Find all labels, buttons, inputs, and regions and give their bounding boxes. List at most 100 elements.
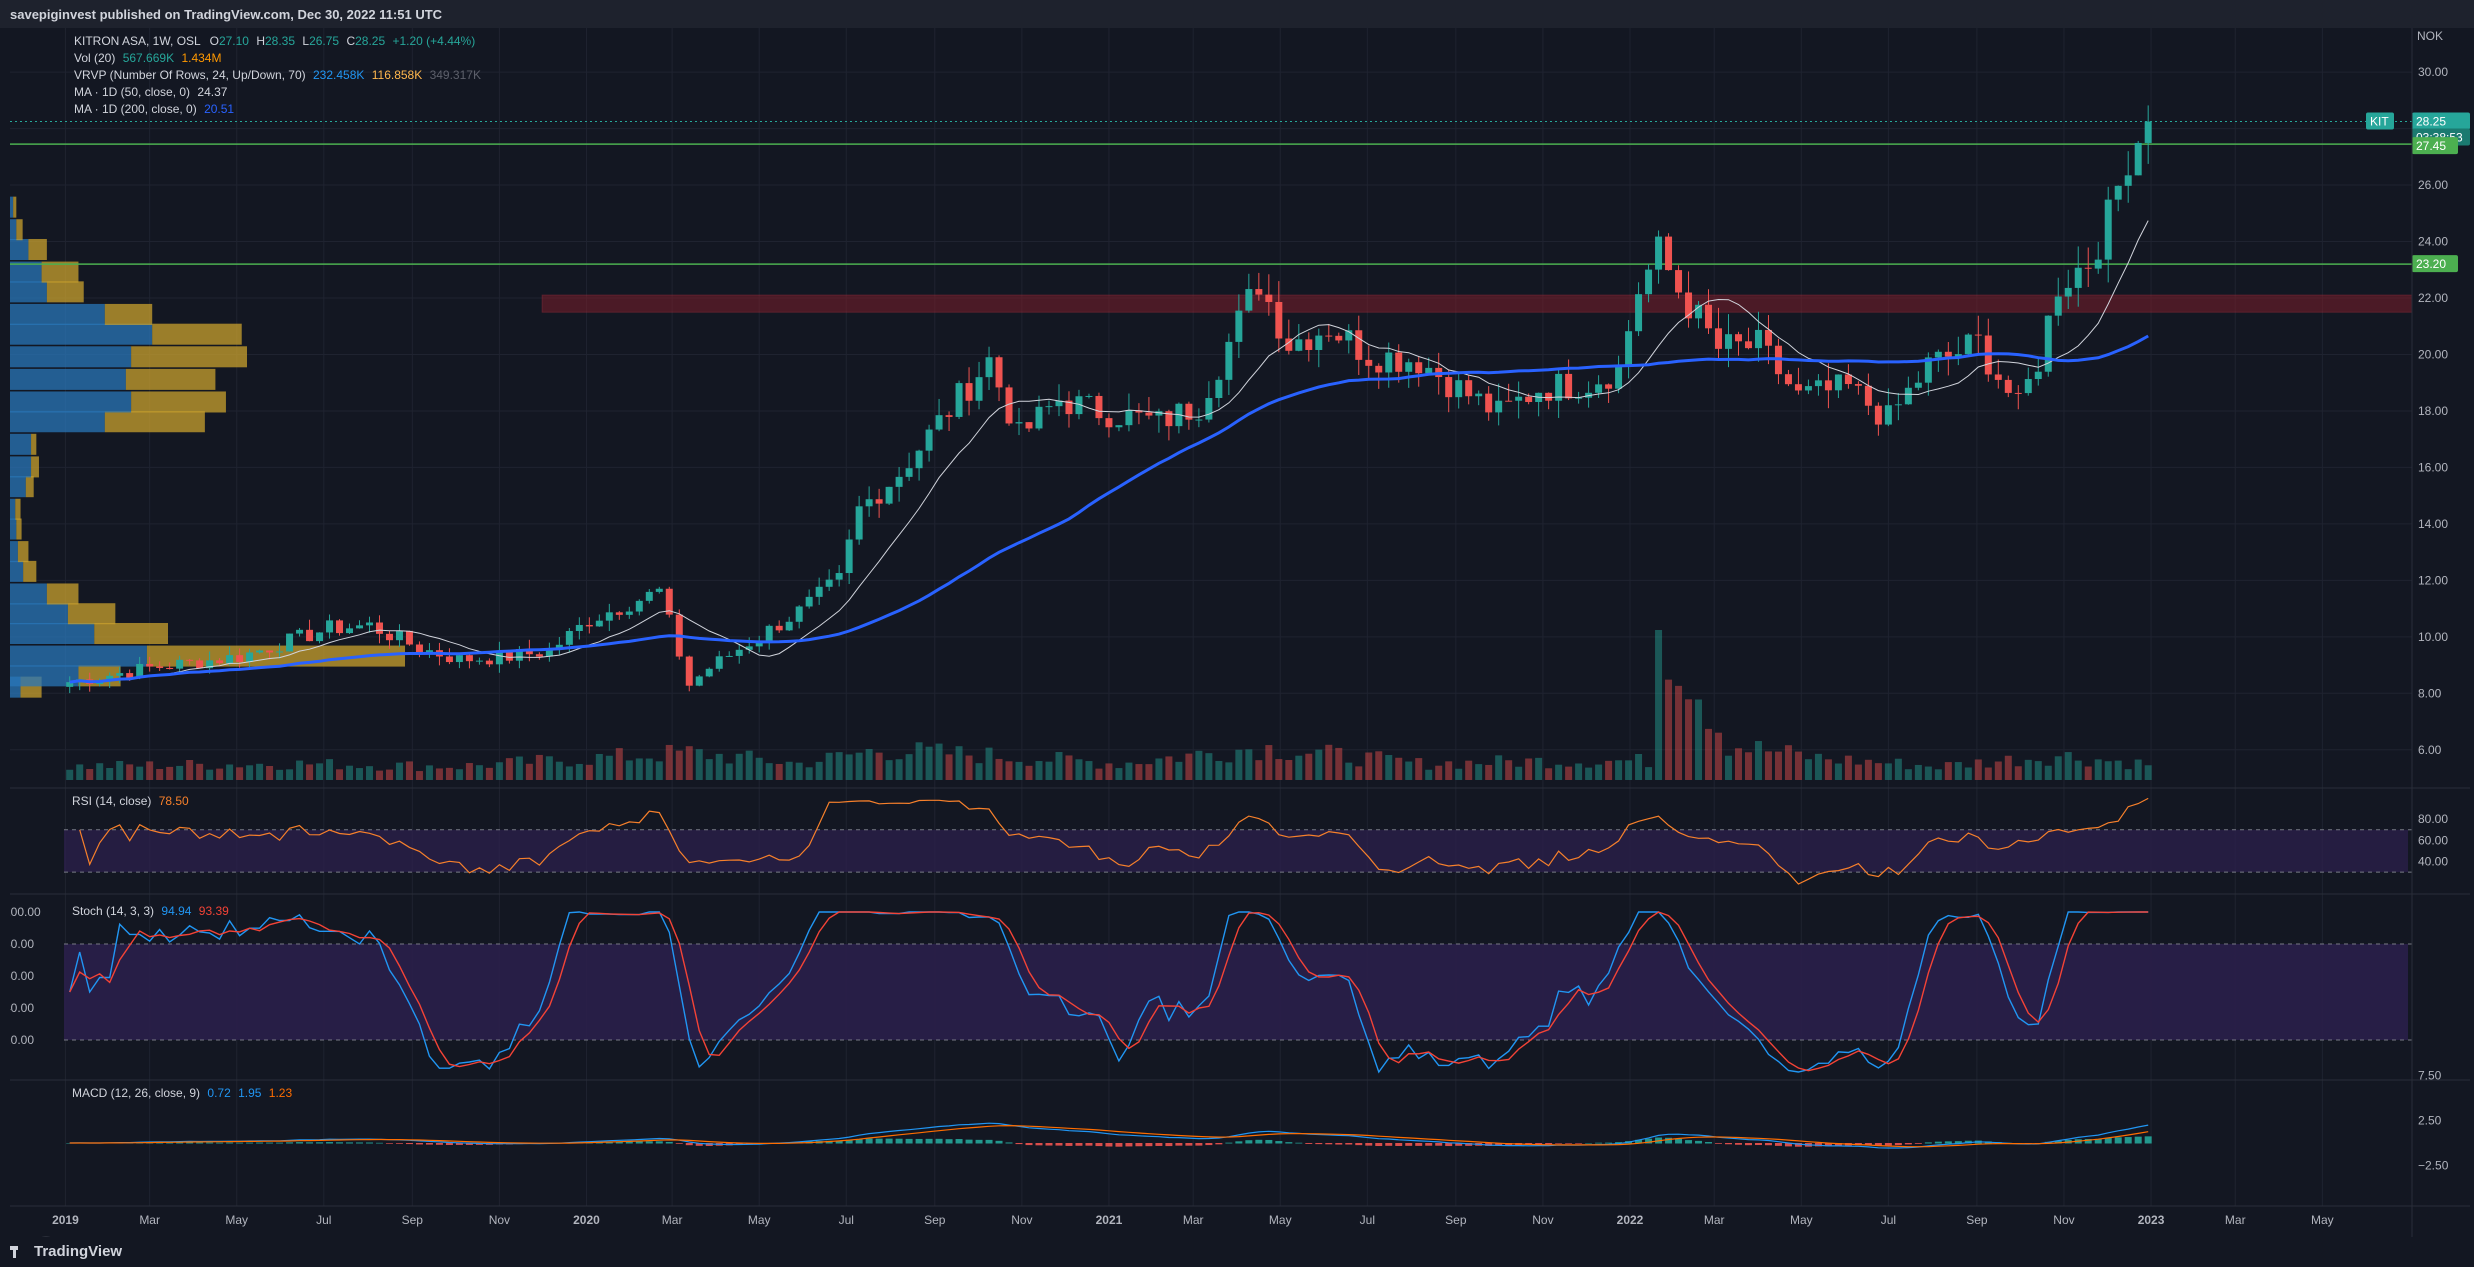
candle-body[interactable] [1914,382,1922,388]
resistance-zone[interactable] [541,294,2413,313]
chart-canvas[interactable]: NOK30.0028.0026.0024.0022.0020.0018.0016… [4,28,2470,1237]
candle-body[interactable] [815,586,823,597]
rsi-line[interactable] [79,797,2149,885]
candle-body[interactable] [1185,403,1193,420]
candle-body[interactable] [1615,365,1623,389]
candle-body[interactable] [635,600,643,612]
candle-body[interactable] [1665,236,1673,271]
candle-body[interactable] [216,660,224,664]
candle-body[interactable] [226,655,234,664]
candle-body[interactable] [555,644,563,650]
candle-body[interactable] [565,631,573,645]
candle-body[interactable] [1814,380,1822,387]
candle-body[interactable] [296,629,304,634]
candle-body[interactable] [1365,359,1373,366]
candle-body[interactable] [1465,380,1473,397]
candle-body[interactable] [1555,373,1563,401]
candle-body[interactable] [645,591,653,601]
ma50-legend[interactable]: MA · 1D (50, close, 0) 24.37 [74,85,227,99]
candle-body[interactable] [1635,294,1643,332]
candle-body[interactable] [1515,396,1523,401]
candle-body[interactable] [1065,400,1073,415]
candle-body[interactable] [126,673,134,678]
candle-body[interactable] [825,579,833,587]
candle-body[interactable] [156,666,164,668]
candle-body[interactable] [765,625,773,641]
candle-body[interactable] [495,650,503,665]
candle-body[interactable] [395,630,403,641]
candle-body[interactable] [1285,338,1293,351]
candle-body[interactable] [1005,387,1013,424]
candle-body[interactable] [545,649,553,657]
macd-signal-line[interactable] [69,1124,2149,1148]
candle-body[interactable] [2104,199,2112,260]
vrvp-legend[interactable]: VRVP (Number Of Rows, 24, Up/Down, 70) 2… [74,68,481,82]
candle-body[interactable] [2074,267,2082,288]
candle-body[interactable] [106,675,114,681]
candle-body[interactable] [1335,335,1343,341]
candle-body[interactable] [2004,379,2012,393]
candle-body[interactable] [1715,328,1723,349]
candle-body[interactable] [246,652,254,662]
candle-body[interactable] [1545,392,1553,401]
candle-body[interactable] [166,667,174,669]
ma200-legend[interactable]: MA · 1D (200, close, 0) 20.51 [74,102,234,116]
candle-body[interactable] [1595,384,1603,393]
candle-body[interactable] [575,624,583,632]
candle-body[interactable] [775,625,783,631]
candle-body[interactable] [1205,398,1213,420]
candle-body[interactable] [975,377,983,401]
candle-body[interactable] [965,383,973,401]
candle-body[interactable] [455,655,463,663]
candle-body[interactable] [795,606,803,622]
candle-body[interactable] [1934,351,1942,358]
candle-body[interactable] [1495,400,1503,413]
candle-body[interactable] [2134,142,2142,176]
candle-body[interactable] [615,612,623,615]
candle-body[interactable] [855,506,863,540]
candle-body[interactable] [835,573,843,580]
candle-body[interactable] [2084,267,2092,269]
candle-body[interactable] [306,629,314,642]
candle-body[interactable] [1095,395,1103,419]
candle-body[interactable] [1864,385,1872,406]
candle-body[interactable] [1784,374,1792,385]
candle-body[interactable] [326,620,334,633]
candle-body[interactable] [1035,406,1043,429]
candle-body[interactable] [1455,380,1463,398]
candle-body[interactable] [1695,304,1703,319]
candle-body[interactable] [1485,393,1493,413]
candle-body[interactable] [2114,185,2122,200]
candle-body[interactable] [1794,384,1802,391]
candle-body[interactable] [2064,287,2072,297]
candle-body[interactable] [715,656,723,669]
candle-body[interactable] [1085,395,1093,397]
candle-body[interactable] [1874,405,1882,425]
candle-body[interactable] [625,611,633,615]
candle-body[interactable] [2014,392,2022,394]
candle-body[interactable] [895,476,903,487]
candle-body[interactable] [1045,406,1053,408]
candle-body[interactable] [1015,422,1023,424]
candle-body[interactable] [1605,384,1613,389]
candle-body[interactable] [1245,289,1253,311]
candle-body[interactable] [1025,422,1033,429]
candle-body[interactable] [1055,400,1063,407]
candle-body[interactable] [1675,270,1683,293]
candle-body[interactable] [1315,335,1323,350]
candle-body[interactable] [1964,334,1972,355]
candle-body[interactable] [1135,410,1143,413]
candle-body[interactable] [375,622,383,634]
candle-body[interactable] [1235,310,1243,342]
candle-body[interactable] [535,654,543,657]
candle-body[interactable] [1425,367,1433,374]
candle-body[interactable] [1834,374,1842,391]
candle-body[interactable] [1215,379,1223,399]
candle-body[interactable] [525,649,533,655]
candle-body[interactable] [995,357,1003,388]
candle-body[interactable] [2024,379,2032,394]
candle-body[interactable] [685,656,693,686]
candle-body[interactable] [745,646,753,650]
candle-body[interactable] [725,655,733,657]
candle-body[interactable] [266,650,274,653]
